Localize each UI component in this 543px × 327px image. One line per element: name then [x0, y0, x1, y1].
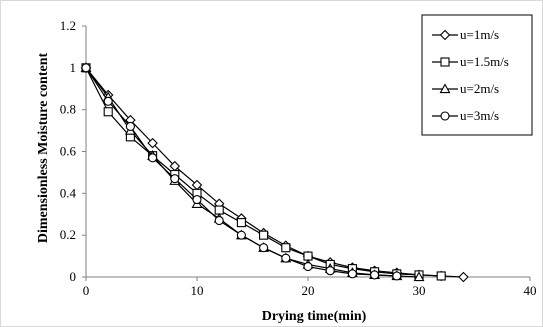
legend-label: u=1m/s [460, 27, 499, 42]
axes: 0 0.2 0.4 0.6 0.8 1 1.2 0 10 20 30 40 [60, 18, 537, 298]
y-tick-label: 1.2 [60, 18, 76, 33]
series-line [85, 67, 397, 277]
data-point [148, 153, 158, 163]
series-circle [81, 63, 402, 281]
y-tick-label: 0.8 [60, 102, 76, 117]
data-point [259, 243, 269, 253]
data-point [458, 271, 469, 283]
data-point [370, 270, 380, 280]
y-axis-title: Dimensionless Moisture content [36, 53, 51, 244]
y-tick-label: 0.2 [60, 227, 76, 242]
data-point [147, 137, 158, 149]
data-point [392, 271, 402, 281]
y-tick-label: 0.6 [60, 144, 77, 159]
x-tick-label: 30 [413, 283, 426, 298]
legend-label: u=3m/s [460, 108, 499, 123]
data-point [436, 271, 446, 281]
data-point [347, 269, 357, 279]
legend-item: u=2m/s [432, 81, 499, 96]
legend-item: u=1m/s [432, 27, 499, 42]
data-point [103, 107, 113, 117]
data-point [281, 253, 291, 263]
data-point [170, 174, 180, 184]
x-tick-label: 20 [302, 283, 315, 298]
x-axis-title: Drying time(min) [262, 309, 367, 324]
data-point [192, 195, 202, 205]
x-tick-label: 40 [524, 283, 537, 298]
x-tick-label: 0 [83, 283, 90, 298]
data-point [236, 218, 246, 228]
y-tick-label: 0.4 [60, 185, 77, 200]
data-point [259, 230, 269, 240]
data-point [125, 121, 135, 131]
series-line [85, 67, 420, 278]
data-point [325, 266, 335, 276]
series-diamond [80, 62, 469, 283]
series-layer [80, 62, 469, 283]
legend-label: u=1.5m/s [460, 54, 509, 69]
data-point [81, 63, 91, 73]
y-tick-label: 0 [70, 269, 77, 284]
y-tick-label: 1 [70, 60, 77, 75]
series-line [85, 67, 464, 278]
legend-label: u=2m/s [460, 81, 499, 96]
legend-marker [439, 83, 451, 94]
data-point [413, 271, 425, 282]
legend-marker [440, 111, 450, 121]
data-point [214, 215, 224, 226]
legend: u=1m/s u=1.5m/s u=2m/s u=3m/s [421, 14, 533, 136]
legend-item: u=3m/s [432, 108, 499, 123]
legend-marker [440, 57, 450, 67]
legend-marker [439, 29, 451, 41]
x-tick-label: 10 [191, 283, 204, 298]
data-point [103, 96, 113, 106]
series-triangle [80, 62, 425, 282]
data-point [281, 243, 291, 253]
data-point [303, 261, 313, 272]
legend-item: u=1.5m/s [432, 54, 509, 69]
data-point [236, 230, 246, 240]
